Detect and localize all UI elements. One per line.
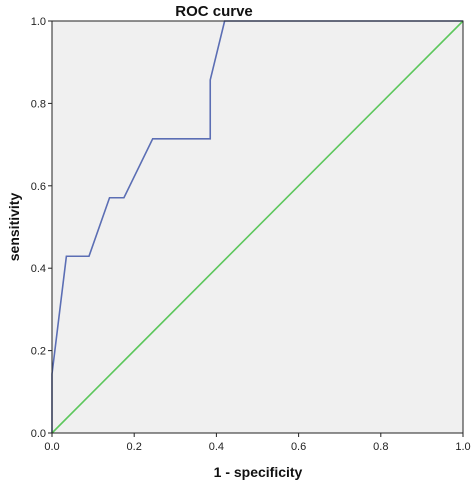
reference-diagonal-line <box>51 20 464 434</box>
y-axis-label: sensitivity <box>6 193 22 262</box>
x-axis-label: 1 - specificity <box>214 464 303 480</box>
x-tick-label: 0.0 <box>44 441 59 453</box>
x-tick-label: 0.8 <box>373 441 388 453</box>
y-tick-label: 0.2 <box>31 346 46 358</box>
x-tick-label: 1.0 <box>455 441 470 453</box>
y-tick-label: 0.8 <box>31 98 46 110</box>
y-tick-label: 0.4 <box>31 263 46 275</box>
y-axis-ticks: 0.0 0.2 0.4 0.6 0.8 1.0 <box>31 16 52 440</box>
x-tick-label: 0.2 <box>127 441 142 453</box>
plot-frame <box>51 20 464 434</box>
x-tick-label: 0.6 <box>291 441 306 453</box>
y-tick-label: 0.0 <box>31 428 46 440</box>
roc-curve-line <box>51 20 463 433</box>
x-tick-label: 0.4 <box>209 441 224 453</box>
y-tick-label: 0.6 <box>31 181 46 193</box>
y-tick-label: 1.0 <box>31 16 46 28</box>
chart-title: ROC curve <box>175 3 253 20</box>
series-layer <box>51 20 464 434</box>
x-axis-ticks: 0.0 0.2 0.4 0.6 0.8 1.0 <box>44 433 471 453</box>
